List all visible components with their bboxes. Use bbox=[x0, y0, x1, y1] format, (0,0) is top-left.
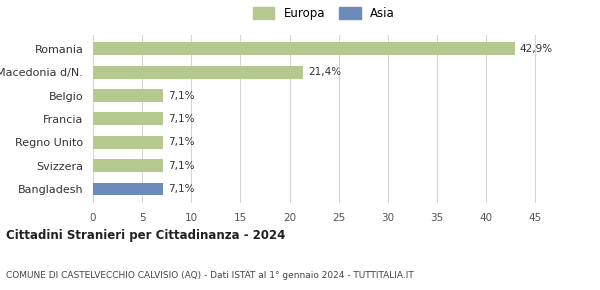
Text: 7,1%: 7,1% bbox=[168, 90, 194, 101]
Text: COMUNE DI CASTELVECCHIO CALVISIO (AQ) - Dati ISTAT al 1° gennaio 2024 - TUTTITAL: COMUNE DI CASTELVECCHIO CALVISIO (AQ) - … bbox=[6, 271, 414, 280]
Bar bbox=[93, 182, 163, 195]
Legend: Europa, Asia: Europa, Asia bbox=[250, 4, 398, 24]
Bar bbox=[93, 42, 515, 55]
Bar bbox=[93, 159, 163, 172]
Text: Cittadini Stranieri per Cittadinanza - 2024: Cittadini Stranieri per Cittadinanza - 2… bbox=[6, 229, 286, 242]
Bar bbox=[93, 89, 163, 102]
Text: 7,1%: 7,1% bbox=[168, 184, 194, 194]
Text: 7,1%: 7,1% bbox=[168, 137, 194, 147]
Text: 21,4%: 21,4% bbox=[308, 67, 341, 77]
Bar bbox=[93, 113, 163, 125]
Bar bbox=[93, 66, 304, 79]
Text: 42,9%: 42,9% bbox=[520, 44, 553, 54]
Bar bbox=[93, 136, 163, 149]
Text: 7,1%: 7,1% bbox=[168, 161, 194, 171]
Text: 7,1%: 7,1% bbox=[168, 114, 194, 124]
